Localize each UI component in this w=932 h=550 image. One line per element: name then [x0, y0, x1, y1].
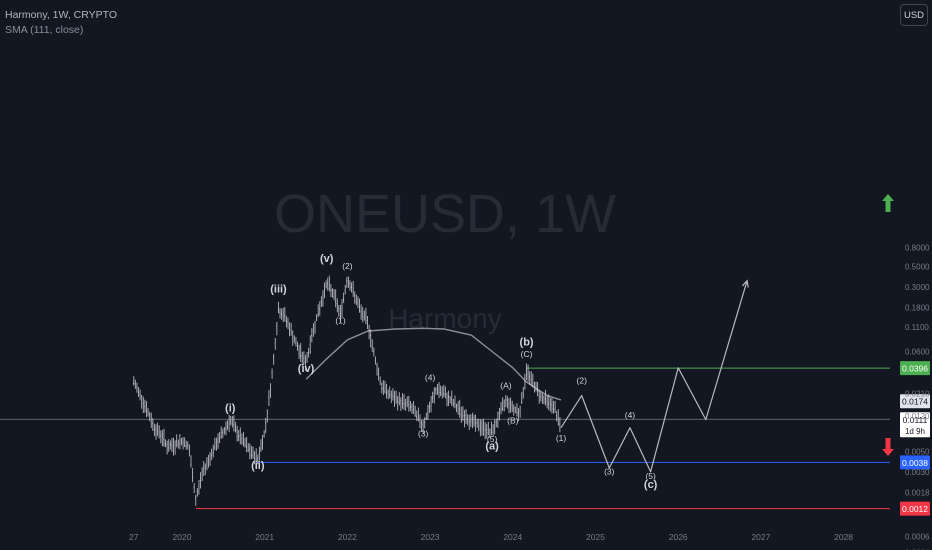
- level-price-tag: [900, 361, 930, 376]
- current-price-label: 0.0111: [903, 415, 928, 425]
- wave-label: (5): [645, 471, 656, 481]
- wave-label: (5): [487, 434, 498, 444]
- watermark: ONEUSD, 1W Harmony: [274, 184, 616, 334]
- current-price-tag: [900, 412, 930, 438]
- wave-label: (3): [604, 467, 615, 477]
- projection-line: [560, 280, 748, 473]
- currency-button[interactable]: USD: [900, 4, 928, 26]
- wave-label: (A): [500, 380, 512, 390]
- wave-label: (iv): [298, 363, 315, 375]
- price-axis[interactable]: 0.8000 0.5000 0.3000 0.1800 0.1100 0.0600 0.02…: [905, 243, 930, 550]
- wave-labels: (i) (ii) (iii) (iv) (v) (2) (1) (4) (3) (A) (5) (B)…: [225, 253, 658, 491]
- x-tick-label: 2022: [338, 532, 357, 542]
- sma-price-tag: [900, 394, 930, 409]
- y-tick-label: 0.1800: [905, 303, 930, 312]
- level-price-label: 0.0396: [902, 364, 928, 374]
- level-price-label: 0.0038: [902, 458, 928, 468]
- wave-label: (C): [521, 349, 533, 359]
- x-tick-label: 2023: [421, 532, 440, 542]
- y-tick-label: 0.0050: [905, 447, 930, 456]
- horizontal-levels[interactable]: 0.0396 0.0038 0.0012 0.0111 1d 9h 0.0174: [0, 361, 930, 516]
- sma-line: [305, 327, 562, 401]
- wave-label: (a): [485, 441, 499, 453]
- wave-label: (3): [418, 429, 429, 439]
- wave-label: (b): [520, 336, 534, 348]
- indicator-label: SMA (111, close): [5, 24, 84, 36]
- time-axis[interactable]: 27 2020 2021 2022 2023 2024 2025 2026 2027 2028: [129, 532, 853, 542]
- level-price-tag: [900, 501, 930, 516]
- x-tick-label: 2020: [173, 532, 192, 542]
- wave-label: (ii): [251, 460, 265, 472]
- chart-title: Harmony, 1W, CRYPTO: [5, 9, 118, 21]
- sma-path: [305, 327, 562, 401]
- bar-countdown-label: 1d 9h: [905, 427, 925, 436]
- x-tick-label: 2028: [834, 532, 853, 542]
- x-tick-label: 2024: [503, 532, 522, 542]
- wave-label: (4): [625, 410, 636, 420]
- wave-label: (2): [577, 376, 588, 386]
- level-price-label: 0.0012: [902, 504, 928, 514]
- y-tick-label: 0.0018: [905, 488, 930, 497]
- y-tick-label: 0.0120: [905, 412, 930, 421]
- level-price-tag: [900, 455, 930, 470]
- y-tick-label: 0.0600: [905, 347, 930, 356]
- wave-label: (4): [425, 373, 436, 383]
- wave-label: (B): [507, 415, 519, 425]
- x-tick-label: 2025: [586, 532, 605, 542]
- y-tick-label: 0.3000: [905, 283, 930, 292]
- down-arrow-icon: [882, 438, 894, 456]
- wave-label: (v): [320, 253, 334, 265]
- y-tick-label: 0.0006: [905, 532, 930, 541]
- wave-label: (1): [335, 316, 346, 326]
- x-tick-label: 2021: [255, 532, 274, 542]
- wave-label: (iii): [270, 284, 287, 296]
- y-tick-label: 0.0030: [905, 468, 930, 477]
- up-arrow-icon: [882, 194, 894, 212]
- y-tick-label: 0.0004: [905, 549, 930, 550]
- wave-label: (1): [556, 433, 567, 443]
- y-tick-label: 0.5000: [905, 262, 930, 271]
- watermark-symbol: ONEUSD, 1W: [274, 184, 616, 244]
- x-tick-label: 2027: [751, 532, 770, 542]
- wave-label: (2): [342, 261, 353, 271]
- sma-price-label: 0.0174: [902, 397, 928, 407]
- x-tick-label: 27: [129, 532, 139, 542]
- projection-arrowhead: [741, 279, 749, 288]
- wave-label: (c): [644, 479, 658, 491]
- y-tick-label: 0.8000: [905, 243, 930, 252]
- candles: [133, 275, 561, 506]
- x-tick-label: 2026: [669, 532, 688, 542]
- y-tick-label: 0.0210: [905, 390, 930, 399]
- projection-path[interactable]: [560, 279, 749, 473]
- y-tick-label: 0.1100: [905, 323, 929, 332]
- wave-label: (i): [225, 402, 236, 414]
- level-arrows: [882, 194, 894, 456]
